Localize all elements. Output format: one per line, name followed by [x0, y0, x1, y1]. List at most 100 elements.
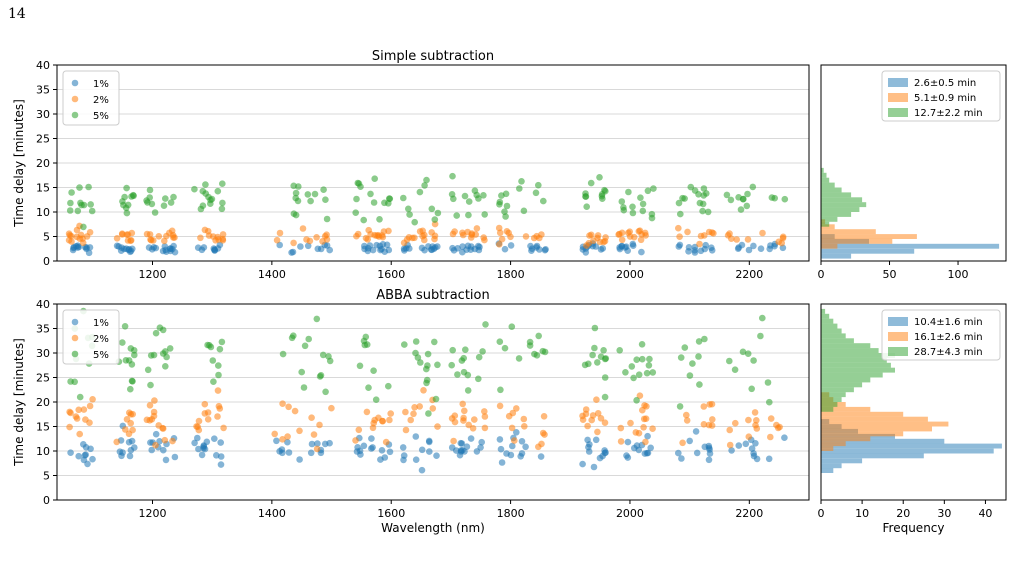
data-point — [471, 187, 479, 194]
data-point — [305, 335, 313, 343]
data-point — [509, 409, 517, 417]
data-point — [325, 353, 332, 360]
histogram-bar — [821, 387, 854, 393]
data-point — [368, 435, 375, 442]
data-point — [307, 449, 315, 457]
data-point — [726, 441, 734, 449]
data-point — [198, 451, 206, 459]
data-point — [496, 338, 504, 346]
histogram-bar — [821, 333, 846, 339]
data-point — [197, 234, 204, 242]
data-point — [80, 201, 88, 209]
histogram-bar — [821, 438, 945, 444]
data-point — [675, 224, 682, 232]
data-point — [273, 236, 281, 244]
data-point — [602, 187, 609, 195]
data-point — [285, 403, 292, 411]
axes-frame — [820, 64, 1007, 262]
data-point — [162, 363, 169, 370]
data-point — [163, 353, 170, 361]
data-point — [295, 183, 302, 190]
data-point — [465, 198, 473, 205]
data-point — [590, 463, 598, 471]
data-point — [732, 419, 739, 427]
data-point — [130, 347, 138, 354]
legend-label: 2% — [93, 334, 109, 345]
data-point — [424, 350, 432, 358]
data-point — [307, 197, 314, 205]
data-point — [781, 434, 788, 442]
legend-marker — [71, 350, 79, 358]
data-point — [522, 443, 529, 451]
histogram-bar — [821, 234, 917, 239]
x-tick-label: 2200 — [735, 507, 763, 520]
y-tick-label: 0 — [43, 255, 50, 268]
data-point — [120, 201, 127, 209]
data-point — [764, 379, 772, 386]
legend-label: 12.7±2.2 min — [914, 108, 983, 119]
data-point — [121, 323, 129, 330]
data-point — [412, 338, 420, 345]
data-point — [517, 453, 524, 460]
y-tick-label: 20 — [36, 396, 50, 409]
data-point — [739, 195, 747, 203]
legend-label: 2.6±0.5 min — [914, 78, 976, 89]
data-point — [215, 362, 222, 369]
data-point — [67, 449, 74, 457]
data-point — [321, 440, 329, 448]
data-point — [582, 249, 590, 256]
data-point — [742, 440, 750, 448]
data-point — [683, 417, 691, 424]
data-point — [644, 187, 652, 195]
data-point — [693, 449, 701, 457]
data-point — [454, 245, 461, 252]
data-point — [89, 396, 96, 403]
histogram-bar — [821, 192, 852, 198]
data-point — [460, 354, 468, 362]
data-point — [416, 403, 424, 410]
data-point — [757, 332, 764, 340]
data-point — [640, 424, 647, 431]
data-point — [616, 347, 623, 354]
data-point — [423, 379, 430, 387]
histogram-panel-abba: 0 10 20 30 40 Frequency 10.4±1.6 min 16.1±2.6 m… — [818, 303, 1007, 535]
data-point — [675, 199, 683, 207]
data-point — [676, 403, 684, 410]
legend-marker — [71, 318, 79, 326]
axes-frame — [820, 303, 1007, 501]
data-point — [426, 438, 433, 446]
data-point — [582, 193, 590, 200]
data-point — [354, 179, 362, 187]
histogram-bar — [821, 343, 871, 349]
data-point — [290, 332, 297, 340]
x-tick-label: 1200 — [138, 268, 166, 281]
data-point — [677, 354, 685, 361]
data-point — [313, 234, 320, 241]
data-point — [356, 362, 364, 370]
data-point — [625, 188, 632, 196]
data-point — [66, 207, 74, 214]
y-axis-label: Time delay [minutes] — [12, 338, 26, 467]
data-point — [75, 406, 82, 414]
legend-label: 5% — [93, 350, 109, 361]
data-point — [481, 424, 489, 432]
data-point — [381, 454, 389, 461]
data-point — [121, 193, 128, 201]
data-point — [155, 233, 163, 240]
data-point — [273, 437, 280, 445]
data-point — [601, 393, 609, 401]
x-axis-label: Frequency — [883, 521, 945, 535]
data-point — [205, 193, 212, 201]
data-point — [416, 188, 424, 196]
data-point — [535, 443, 542, 451]
histogram-bar — [821, 238, 893, 244]
data-point — [585, 360, 592, 368]
data-point — [217, 453, 225, 460]
histogram-bar — [821, 441, 846, 447]
data-point — [515, 355, 523, 362]
data-point — [750, 242, 757, 250]
data-point — [370, 199, 378, 206]
data-point — [80, 223, 87, 231]
data-point — [146, 194, 153, 201]
data-point — [86, 419, 93, 427]
